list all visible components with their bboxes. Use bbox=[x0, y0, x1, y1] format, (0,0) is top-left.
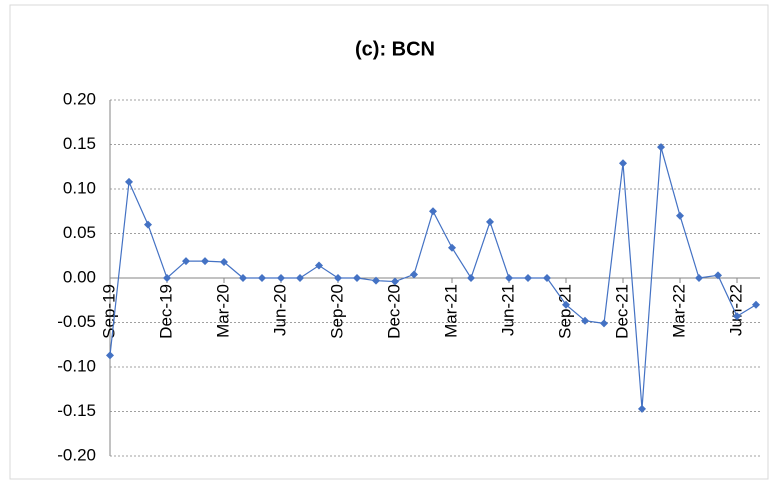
x-tick-label: Dec-19 bbox=[156, 284, 175, 339]
y-tick-label: 0.20 bbox=[63, 89, 96, 108]
y-tick-label: -0.10 bbox=[57, 356, 96, 375]
data-point bbox=[144, 220, 152, 229]
x-tick-label: Sep-19 bbox=[99, 284, 118, 339]
data-point bbox=[410, 270, 418, 279]
data-point bbox=[562, 300, 570, 309]
x-tick-label: Jun-20 bbox=[270, 284, 289, 336]
data-point bbox=[372, 276, 380, 285]
x-tick-label: Jun-21 bbox=[498, 284, 517, 336]
x-tick-label: Sep-21 bbox=[555, 284, 574, 339]
data-point bbox=[125, 177, 133, 186]
data-point bbox=[638, 404, 646, 413]
data-point bbox=[448, 243, 456, 252]
data-point bbox=[391, 277, 399, 286]
data-point bbox=[334, 274, 342, 282]
data-point bbox=[714, 271, 722, 280]
data-point bbox=[657, 143, 665, 152]
data-point bbox=[277, 274, 285, 282]
data-point bbox=[429, 207, 437, 216]
x-tick-label: Mar-22 bbox=[669, 284, 688, 338]
x-tick-label: Jun-22 bbox=[726, 284, 745, 336]
data-point bbox=[676, 211, 684, 220]
data-point bbox=[163, 274, 171, 282]
x-tick-label: Sep-20 bbox=[327, 284, 346, 339]
data-point bbox=[201, 257, 209, 266]
y-tick-label: 0.10 bbox=[63, 178, 96, 197]
data-point bbox=[296, 274, 304, 282]
data-point bbox=[581, 316, 589, 325]
data-point bbox=[619, 159, 627, 168]
y-tick-label: -0.15 bbox=[57, 401, 96, 420]
data-point bbox=[220, 257, 228, 266]
data-point bbox=[315, 261, 323, 270]
data-point bbox=[486, 217, 494, 226]
data-point bbox=[543, 274, 551, 282]
x-tick-label: Dec-21 bbox=[612, 284, 631, 339]
y-tick-label: -0.05 bbox=[57, 312, 96, 331]
data-point bbox=[258, 274, 266, 282]
data-point bbox=[505, 274, 513, 282]
data-point bbox=[524, 274, 532, 282]
y-tick-label: 0.05 bbox=[63, 223, 96, 242]
y-tick-label: -0.20 bbox=[57, 445, 96, 464]
data-point bbox=[353, 274, 361, 282]
data-point bbox=[733, 312, 741, 321]
data-point bbox=[106, 351, 114, 360]
x-tick-label: Mar-21 bbox=[441, 284, 460, 338]
chart-title: (c): BCN bbox=[355, 38, 435, 60]
x-tick-label: Dec-20 bbox=[384, 284, 403, 339]
data-point bbox=[182, 257, 190, 266]
y-tick-label: 0.15 bbox=[63, 134, 96, 153]
data-point bbox=[467, 274, 475, 282]
y-tick-label: 0.00 bbox=[63, 267, 96, 286]
data-point bbox=[752, 300, 760, 309]
data-point bbox=[695, 274, 703, 282]
data-point bbox=[600, 319, 608, 328]
data-point bbox=[239, 274, 247, 282]
x-tick-label: Mar-20 bbox=[213, 284, 232, 338]
